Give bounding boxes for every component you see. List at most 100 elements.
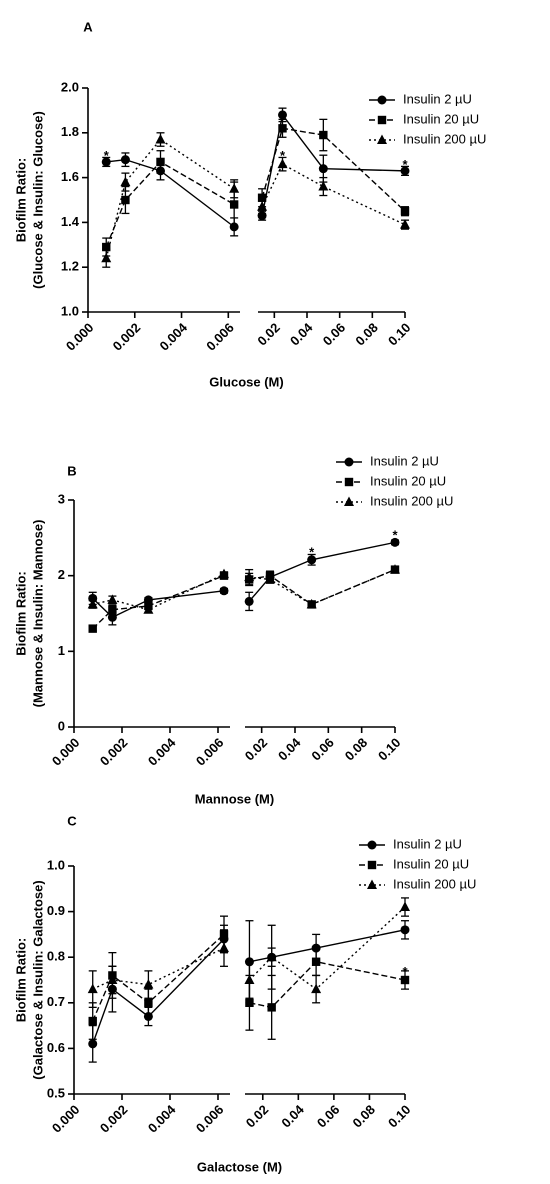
marker <box>107 612 117 622</box>
series-line <box>92 573 225 611</box>
legend-label: Insulin 20 µU <box>393 856 469 871</box>
series-line <box>249 929 406 963</box>
x-tick-label: 0.10 <box>385 320 414 349</box>
y-axis-label: (Galactose & Insulin: Galactose) <box>30 880 45 1079</box>
series-line <box>249 960 406 1009</box>
marker <box>88 624 97 633</box>
marker <box>102 242 111 252</box>
marker <box>156 157 165 167</box>
x-tick-label: 0.002 <box>97 1102 131 1136</box>
marker <box>400 975 410 985</box>
x-tick-label: 0.02 <box>242 735 271 764</box>
marker <box>244 596 254 606</box>
x-tick-label: 0.06 <box>320 320 349 349</box>
x-tick-label: 0.04 <box>278 1101 307 1130</box>
x-axis-label: Galactose (M) <box>197 1159 282 1174</box>
legend-marker <box>377 134 387 144</box>
legend-label: Insulin 2 µU <box>403 91 472 106</box>
marker <box>155 134 166 144</box>
annotation: * <box>280 148 286 163</box>
x-axis-label: Glucose (M) <box>209 374 283 389</box>
legend-label: Insulin 200 µU <box>403 131 486 146</box>
marker <box>244 571 255 582</box>
marker <box>390 564 400 574</box>
marker <box>244 974 255 984</box>
y-axis-label: Biofilm Ratio: <box>13 938 28 1023</box>
marker <box>143 604 154 614</box>
x-tick-label: 0.08 <box>349 1102 378 1131</box>
y-tick-label: 1.2 <box>61 259 79 274</box>
marker <box>400 166 410 176</box>
y-tick-label: 1.0 <box>47 857 65 872</box>
y-tick-label: 1 <box>58 643 65 658</box>
marker <box>219 942 229 953</box>
legend-label: Insulin 200 µU <box>370 493 453 508</box>
series-line <box>106 158 235 228</box>
y-tick-label: 0.5 <box>47 1085 65 1100</box>
series-line <box>105 138 235 259</box>
annotation: * <box>392 528 398 543</box>
y-axis-label: Biofilm Ratio: <box>13 158 28 243</box>
marker <box>87 983 98 994</box>
marker <box>400 925 410 935</box>
annotation: * <box>402 964 408 979</box>
marker <box>277 158 288 169</box>
marker <box>108 605 117 614</box>
x-tick-label: 0.006 <box>203 320 237 354</box>
annotation: * <box>402 157 408 172</box>
series-line <box>92 933 225 1022</box>
marker <box>257 193 267 202</box>
marker <box>400 207 410 216</box>
y-tick-label: 2 <box>58 567 65 582</box>
marker <box>107 974 118 984</box>
x-tick-label: 0.06 <box>308 735 337 764</box>
x-tick-label: 0.004 <box>145 734 179 768</box>
marker <box>121 195 130 205</box>
x-tick-label: 0.006 <box>193 735 227 769</box>
marker <box>265 573 275 584</box>
chart-panel: A 1.0 1.2 1.4 1.6 1.8 2.0 Biofilm Ratio: (Glucos… <box>13 19 486 389</box>
y-tick-label: 1.8 <box>61 124 79 139</box>
marker <box>400 901 410 912</box>
marker <box>257 201 268 211</box>
legend-label: Insulin 2 µU <box>370 453 439 468</box>
y-tick-label: 1.0 <box>61 303 79 318</box>
x-tick-label: 0.10 <box>375 735 404 764</box>
marker <box>311 957 321 966</box>
y-axis-label: Biofilm Ratio: <box>13 571 28 656</box>
marker <box>120 176 131 187</box>
marker <box>306 598 317 609</box>
marker <box>318 181 329 191</box>
chart-panel: C 0.5 0.6 0.7 0.8 0.9 1.0 Biofilm Ratio: (Galact… <box>13 813 476 1174</box>
y-tick-label: 0.9 <box>47 903 65 918</box>
annotation: * <box>104 148 110 163</box>
marker <box>219 586 229 596</box>
series-line <box>92 947 225 990</box>
series-line <box>249 568 396 606</box>
legend-label: Insulin 200 µU <box>393 876 476 891</box>
x-tick-label: 0.04 <box>275 734 304 763</box>
marker <box>319 130 328 140</box>
x-tick-label: 0.02 <box>243 1102 272 1131</box>
chart-panel: B 0 1 2 3 Biofilm Ratio: (Mannose & Insulin: M… <box>13 453 453 806</box>
marker <box>229 200 239 209</box>
legend-marker <box>377 115 387 125</box>
x-tick-label: 0.08 <box>342 735 371 764</box>
marker <box>219 568 229 579</box>
marker <box>245 998 254 1007</box>
x-axis-label: Mannose (M) <box>195 791 274 806</box>
marker <box>144 998 153 1007</box>
series-line <box>248 541 396 602</box>
series-line <box>261 127 406 212</box>
series-line <box>92 590 225 619</box>
y-tick-label: 0.8 <box>47 949 65 964</box>
x-tick-label: 0.006 <box>193 1102 227 1136</box>
series-line <box>92 575 225 630</box>
panel-label: B <box>67 463 76 478</box>
series-line <box>105 161 235 248</box>
x-tick-label: 0.02 <box>254 320 283 349</box>
x-tick-label: 0.000 <box>63 320 97 354</box>
legend-label: Insulin 20 µU <box>370 473 446 488</box>
y-tick-label: 0.6 <box>47 1040 65 1055</box>
y-tick-label: 0.7 <box>47 994 65 1009</box>
